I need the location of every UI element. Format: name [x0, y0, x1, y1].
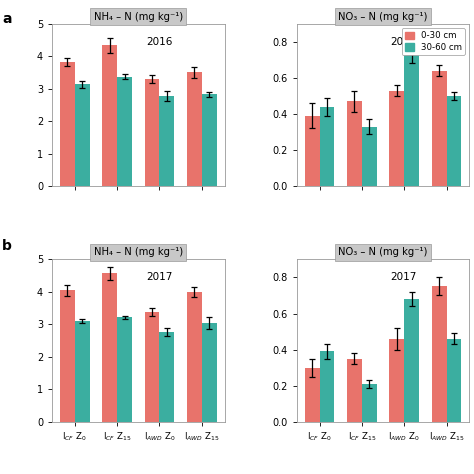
Bar: [187, 292, 202, 422]
Title: NH₄ – N (mg kg⁻¹): NH₄ – N (mg kg⁻¹): [94, 11, 183, 21]
Bar: [159, 332, 174, 422]
Bar: [117, 77, 132, 186]
Title: NO₃ – N (mg kg⁻¹): NO₃ – N (mg kg⁻¹): [338, 247, 428, 257]
Bar: [319, 351, 334, 422]
Bar: [102, 273, 117, 422]
Bar: [202, 94, 217, 186]
Text: 2016: 2016: [146, 36, 172, 47]
Bar: [404, 51, 419, 186]
Bar: [75, 84, 90, 186]
Bar: [347, 359, 362, 422]
Bar: [432, 71, 447, 186]
Bar: [432, 286, 447, 422]
Bar: [159, 96, 174, 186]
Bar: [187, 73, 202, 186]
Title: NH₄ – N (mg kg⁻¹): NH₄ – N (mg kg⁻¹): [94, 247, 183, 257]
Bar: [390, 91, 404, 186]
Bar: [390, 339, 404, 422]
Bar: [117, 317, 132, 422]
Bar: [305, 368, 319, 422]
Bar: [145, 79, 159, 186]
Bar: [60, 290, 75, 422]
Text: 2017: 2017: [391, 273, 417, 283]
Bar: [362, 127, 377, 186]
Bar: [60, 62, 75, 186]
Bar: [145, 312, 159, 422]
Bar: [305, 116, 319, 186]
Bar: [447, 339, 461, 422]
Bar: [447, 96, 461, 186]
Bar: [202, 323, 217, 422]
Bar: [404, 299, 419, 422]
Bar: [319, 107, 334, 186]
Bar: [362, 384, 377, 422]
Text: 2017: 2017: [146, 273, 172, 283]
Bar: [347, 101, 362, 186]
Legend: 0-30 cm, 30-60 cm: 0-30 cm, 30-60 cm: [401, 28, 465, 55]
Text: a: a: [2, 12, 12, 26]
Text: 2016: 2016: [391, 36, 417, 47]
Title: NO₃ – N (mg kg⁻¹): NO₃ – N (mg kg⁻¹): [338, 11, 428, 21]
Bar: [102, 46, 117, 186]
Text: b: b: [2, 239, 12, 254]
Bar: [75, 321, 90, 422]
